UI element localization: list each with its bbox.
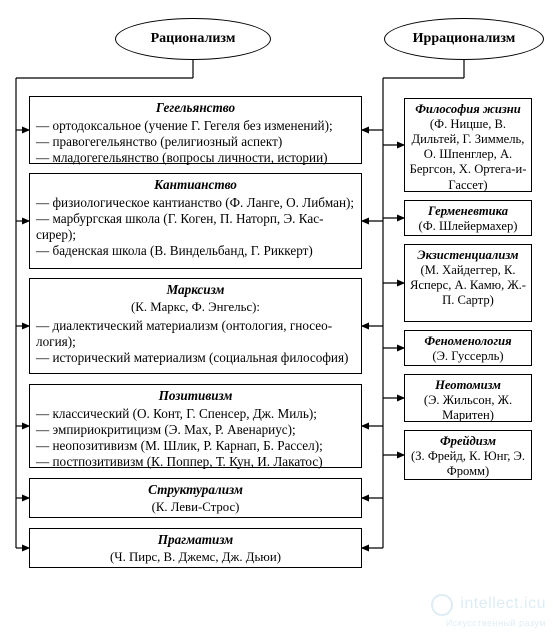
box-line: — марбургская школа (Г. Коген, П. Наторп…	[36, 211, 355, 243]
right-box: Неотомизм(Э. Жильсон, Ж. Маритен)	[404, 374, 532, 422]
left-box: Структурализм (К. Леви-Строс)	[29, 478, 362, 518]
watermark: intellect.icu Искусственный разум	[431, 594, 546, 629]
box-line: — классический (О. Конт, Г. Спенсер, Дж.…	[36, 406, 355, 422]
box-line: — физиологическое кантианство (Ф. Ланге,…	[36, 195, 355, 211]
box-title: Марксизм	[36, 282, 355, 298]
box-title: Экзистенциализм	[409, 248, 527, 263]
watermark-line2: Искусственный разум	[446, 618, 546, 628]
box-title: Феноменология	[409, 334, 527, 349]
right-box: Герменевтика(Ф. Шлейермахер)	[404, 200, 532, 236]
box-subtitle: (Ч. Пирс, В. Джемс, Дж. Дьюи)	[36, 550, 355, 566]
watermark-line1: intellect.icu	[460, 595, 546, 612]
box-title: Герменевтика	[409, 204, 527, 219]
box-title: Позитивизм	[36, 388, 355, 404]
left-box: Марксизм (К. Маркс, Ф. Энгельс): — диалект…	[29, 278, 362, 374]
right-box: Фрейдизм(З. Фрейд, К. Юнг, Э. Фромм)	[404, 430, 532, 480]
box-body: (М. Хайдеггер, К. Ясперс, А. Камю, Ж.-П.…	[410, 263, 526, 307]
box-body: (Э. Гуссерль)	[432, 349, 503, 363]
box-line: — правогегельянство (религиозный аспект)	[36, 134, 355, 150]
header-rationalism: Рационализм	[115, 18, 271, 60]
box-line: — исторический материализм (социальная ф…	[36, 350, 355, 366]
box-title: Прагматизм	[36, 532, 355, 548]
box-title: Кантианство	[36, 177, 355, 193]
header-rationalism-label: Рационализм	[151, 31, 236, 47]
box-title: Фрейдизм	[409, 434, 527, 449]
box-line: — неопозитивизм (М. Шлик, Р. Карнап, Б. …	[36, 438, 355, 454]
box-subtitle: (К. Маркс, Ф. Энгельс):	[36, 300, 355, 316]
right-box: Феноменология(Э. Гуссерль)	[404, 330, 532, 366]
left-box: Прагматизм (Ч. Пирс, В. Джемс, Дж. Дьюи)	[29, 528, 362, 568]
right-box: Философия жизни(Ф. Ницше, В. Дильтей, Г.…	[404, 98, 532, 192]
left-box: Позитивизм — классический (О. Конт, Г. Сп…	[29, 384, 362, 468]
right-box: Экзистенциализм(М. Хайдеггер, К. Ясперс,…	[404, 244, 532, 322]
box-line: — младогегельянство (вопросы личности, и…	[36, 150, 355, 166]
box-body: (Ф. Шлейермахер)	[419, 219, 518, 233]
left-box: Кантианство — физиологическое кантианство…	[29, 173, 362, 269]
watermark-icon	[431, 594, 453, 616]
box-line: — баденская школа (В. Виндельбанд, Г. Ри…	[36, 243, 355, 259]
box-line: — диалектический материализм (онтология,…	[36, 318, 355, 350]
box-body: (Э. Жильсон, Ж. Маритен)	[424, 393, 512, 422]
box-line: — ортодоксальное (учение Г. Гегеля без и…	[36, 118, 355, 134]
header-irrationalism: Иррационализм	[384, 18, 544, 60]
box-body: (З. Фрейд, К. Юнг, Э. Фромм)	[411, 449, 525, 478]
box-title: Гегельянство	[36, 100, 355, 116]
box-subtitle: (К. Леви-Строс)	[36, 500, 355, 516]
box-line: — эмпириокритицизм (Э. Мах, Р. Авенариус…	[36, 422, 355, 438]
box-title: Неотомизм	[409, 378, 527, 393]
header-irrationalism-label: Иррационализм	[413, 31, 516, 47]
box-body: (Ф. Ницше, В. Дильтей, Г. Зим­мель, О. Ш…	[410, 117, 527, 191]
box-line: — постпозитивизм (К. Поппер, Т. Кун, И. …	[36, 454, 355, 470]
box-title: Структурализм	[36, 482, 355, 498]
box-title: Философия жизни	[409, 102, 527, 117]
left-box: Гегельянство — ортодоксальное (учение Г. …	[29, 96, 362, 164]
